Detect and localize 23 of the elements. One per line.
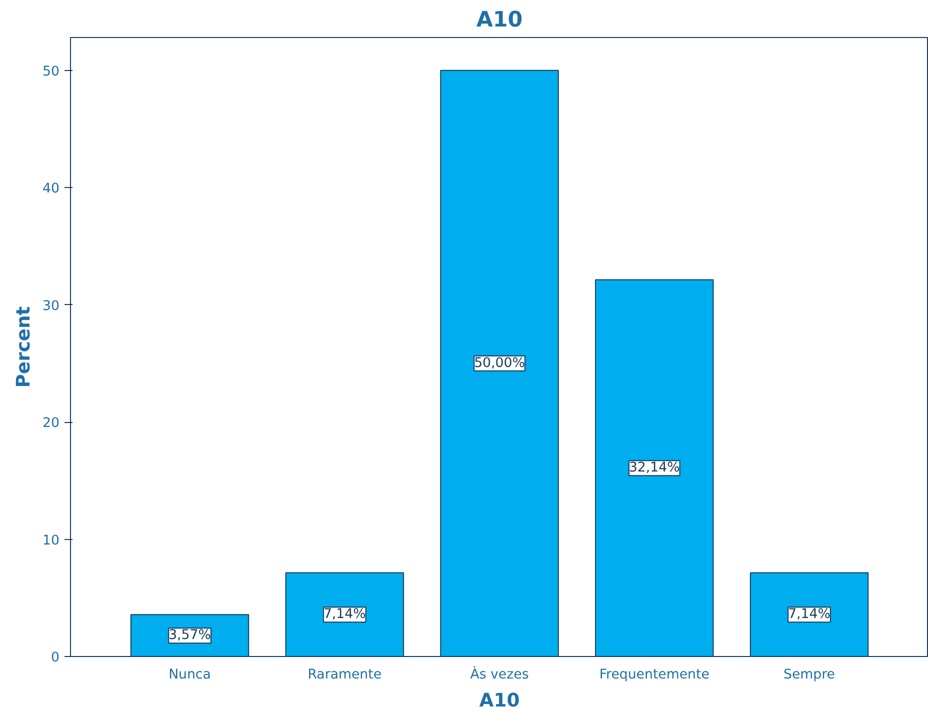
data-label: 3,57% (168, 628, 211, 644)
data-label: 7,14% (323, 607, 366, 622)
bar (285, 572, 404, 656)
chart-title: A10 (476, 8, 523, 32)
y-axis-title: Percent (14, 306, 35, 388)
x-tick-label: Às vezes (470, 666, 529, 682)
x-axis-title: A10 (479, 690, 520, 712)
data-label: 32,14% (628, 460, 680, 476)
y-tick-label: 0 (51, 650, 60, 666)
x-tick-label: Raramente (308, 668, 382, 682)
y-tick-label: 20 (42, 416, 60, 432)
y-tick-label: 10 (42, 533, 60, 548)
bar (595, 279, 714, 656)
data-label: 50,00% (474, 356, 525, 371)
y-tick-label: 40 (42, 182, 60, 197)
bar (750, 572, 869, 656)
y-tick-label: 30 (42, 298, 60, 314)
x-tick-label: Frequentemente (599, 668, 710, 682)
bar (440, 70, 559, 656)
y-tick-label: 50 (42, 64, 60, 80)
x-tick-label: Nunca (168, 668, 211, 682)
x-tick-label: Sempre (784, 668, 835, 682)
data-label: 7,14% (788, 607, 830, 622)
